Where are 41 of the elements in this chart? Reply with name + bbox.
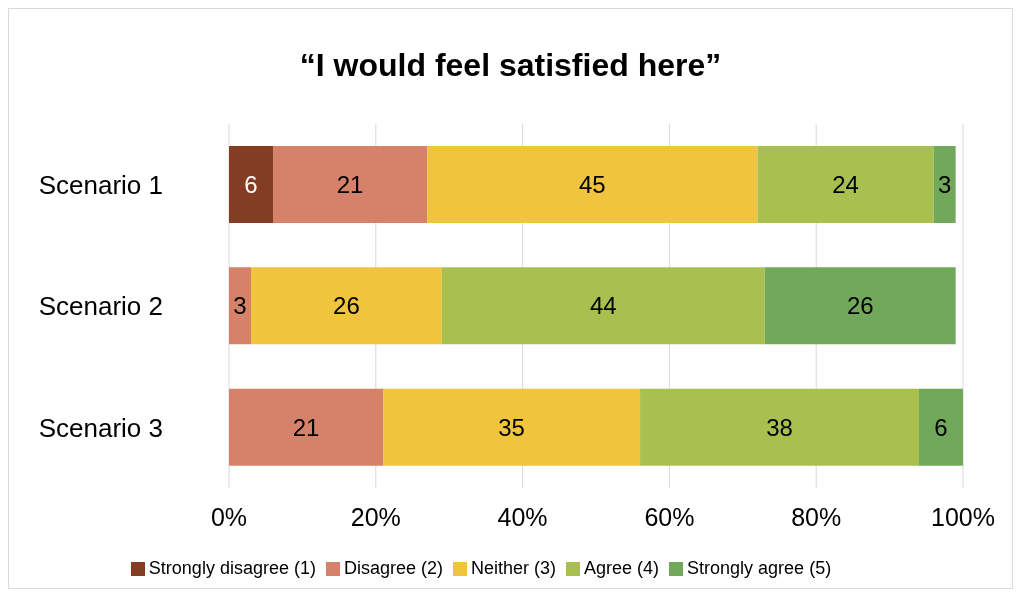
- data-label: 35: [498, 413, 525, 441]
- bar: [229, 388, 384, 466]
- legend-label: Neither (3): [470, 558, 557, 578]
- data-label: 45: [578, 171, 606, 199]
- data-label: 38: [766, 413, 793, 441]
- data-label: 21: [336, 171, 364, 199]
- data-label: 6: [244, 171, 258, 199]
- x-tick-label: 100%: [931, 502, 995, 531]
- data-label: 21: [292, 413, 320, 441]
- data-label: 24: [832, 171, 859, 199]
- legend-label: Agree (4): [584, 558, 660, 578]
- data-label: 6: [934, 413, 948, 441]
- bar: [229, 146, 274, 223]
- data-label: 3: [937, 171, 952, 199]
- bar: [251, 267, 442, 345]
- bar: [273, 146, 428, 223]
- data-label: 26: [333, 292, 360, 320]
- x-tick-label: 0%: [210, 502, 248, 531]
- bar: [640, 388, 919, 466]
- bar: [229, 267, 252, 345]
- bar: [757, 146, 934, 223]
- x-tick-label: 80%: [791, 502, 842, 531]
- data-label: 3: [233, 292, 247, 320]
- legend-label: Strongly agree (5): [687, 558, 832, 578]
- legend-label: Strongly disagree (1): [148, 558, 316, 578]
- bar: [441, 267, 765, 345]
- bar: [918, 388, 963, 466]
- y-tick-label: Scenario 1: [38, 169, 163, 200]
- y-tick-label: Scenario 2: [38, 291, 163, 322]
- x-tick-label: 40%: [497, 502, 548, 531]
- bar: [764, 267, 956, 345]
- bar: [383, 388, 641, 466]
- bar: [933, 146, 956, 223]
- legend-label: Disagree (2): [343, 558, 443, 578]
- x-tick-label: 60%: [644, 502, 695, 531]
- data-label: 44: [589, 292, 617, 320]
- x-tick-label: 20%: [350, 502, 401, 531]
- chart-title: “I would feel satisfied here”: [298, 46, 723, 85]
- bar: [427, 146, 758, 223]
- data-label: 26: [846, 292, 874, 320]
- y-tick-label: Scenario 3: [38, 412, 163, 443]
